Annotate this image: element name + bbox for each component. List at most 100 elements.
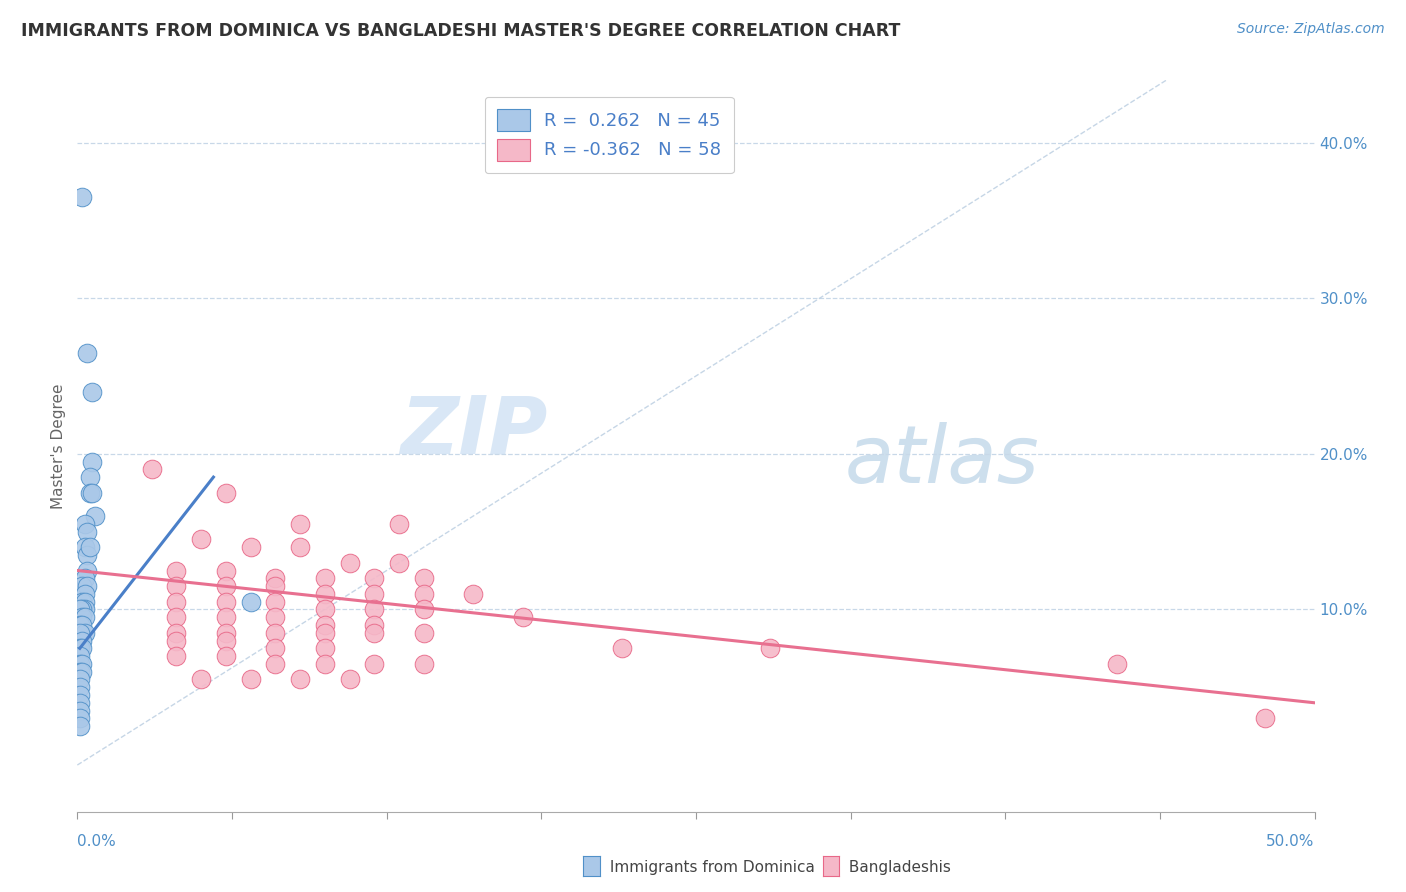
Point [73, 602, 96, 616]
Point [72, 665, 94, 679]
Point [76, 579, 98, 593]
Point [363, 625, 385, 640]
Text: Bangladeshis: Bangladeshis [844, 860, 950, 874]
Point [73, 610, 96, 624]
Point [215, 579, 238, 593]
Point [314, 641, 336, 656]
Point [264, 625, 287, 640]
Point [363, 618, 385, 632]
Point [69, 680, 91, 694]
Point [314, 587, 336, 601]
Point [288, 516, 311, 531]
Point [69, 704, 91, 718]
Point [215, 610, 238, 624]
Text: 50.0%: 50.0% [1267, 834, 1315, 849]
Point [72, 657, 94, 671]
Point [215, 485, 238, 500]
Point [73, 571, 96, 585]
Point [79, 540, 101, 554]
Point [82, 454, 104, 468]
Point [73, 540, 96, 554]
Point [264, 579, 287, 593]
Point [215, 649, 238, 664]
Point [72, 190, 94, 204]
Point [363, 587, 385, 601]
Point [72, 579, 94, 593]
Point [759, 641, 782, 656]
Point [264, 657, 287, 671]
Point [82, 384, 104, 399]
Point [165, 649, 187, 664]
Point [412, 571, 434, 585]
Point [288, 673, 311, 687]
Y-axis label: Master's Degree: Master's Degree [51, 384, 66, 508]
Point [69, 641, 91, 656]
Point [76, 345, 98, 359]
Point [463, 587, 485, 601]
Text: Source: ZipAtlas.com: Source: ZipAtlas.com [1237, 22, 1385, 37]
Point [76, 548, 98, 562]
Point [1254, 711, 1277, 725]
Point [69, 625, 91, 640]
Text: 0.0%: 0.0% [77, 834, 117, 849]
Point [69, 649, 91, 664]
Point [72, 618, 94, 632]
Point [388, 516, 411, 531]
Point [69, 673, 91, 687]
Text: ZIP: ZIP [401, 392, 547, 470]
Point [314, 618, 336, 632]
Point [69, 688, 91, 702]
Point [215, 625, 238, 640]
Point [239, 594, 262, 608]
Point [69, 711, 91, 725]
Point [165, 610, 187, 624]
Point [264, 594, 287, 608]
Point [69, 696, 91, 710]
Point [141, 462, 163, 476]
Point [69, 618, 91, 632]
Point [72, 610, 94, 624]
Point [69, 602, 91, 616]
Point [72, 602, 94, 616]
Text: atlas: atlas [845, 422, 1039, 500]
Point [69, 719, 91, 733]
Point [239, 540, 262, 554]
Legend: R =  0.262   N = 45, R = -0.362   N = 58: R = 0.262 N = 45, R = -0.362 N = 58 [485, 96, 734, 173]
Point [363, 602, 385, 616]
Point [412, 625, 434, 640]
Point [73, 594, 96, 608]
Point [412, 602, 434, 616]
Point [72, 594, 94, 608]
Point [1105, 657, 1128, 671]
Point [215, 633, 238, 648]
Point [610, 641, 633, 656]
Point [314, 602, 336, 616]
Point [314, 571, 336, 585]
Point [73, 587, 96, 601]
Point [264, 571, 287, 585]
Point [190, 533, 212, 547]
Point [165, 579, 187, 593]
Point [314, 625, 336, 640]
Point [79, 470, 101, 484]
Point [165, 625, 187, 640]
Point [215, 594, 238, 608]
Point [288, 540, 311, 554]
Point [76, 564, 98, 578]
Point [73, 516, 96, 531]
Point [73, 625, 96, 640]
Point [165, 594, 187, 608]
Point [215, 564, 238, 578]
Point [412, 587, 434, 601]
Point [239, 673, 262, 687]
Point [339, 556, 361, 570]
Point [412, 657, 434, 671]
Point [83, 509, 105, 524]
Point [82, 485, 104, 500]
Point [339, 673, 361, 687]
Point [363, 657, 385, 671]
Text: Immigrants from Dominica: Immigrants from Dominica [605, 860, 814, 874]
Point [165, 633, 187, 648]
Point [264, 610, 287, 624]
Text: IMMIGRANTS FROM DOMINICA VS BANGLADESHI MASTER'S DEGREE CORRELATION CHART: IMMIGRANTS FROM DOMINICA VS BANGLADESHI … [21, 22, 900, 40]
